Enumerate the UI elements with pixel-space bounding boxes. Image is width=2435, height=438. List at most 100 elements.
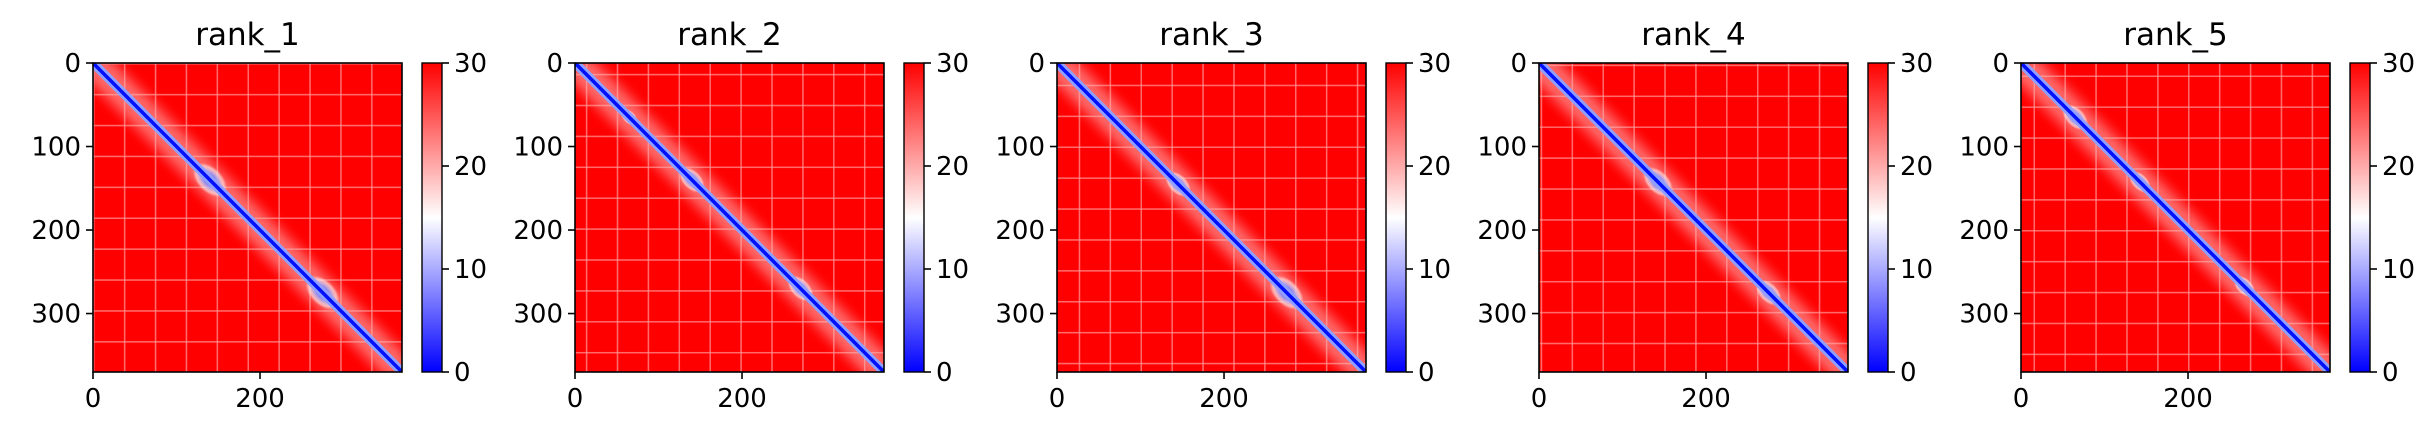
texture-stripe <box>309 63 311 372</box>
texture-stripe <box>1726 63 1728 372</box>
diagonal-line <box>2021 63 2330 372</box>
texture-stripe <box>2021 291 2330 294</box>
panel-title: rank_4 <box>1641 17 1746 53</box>
texture-stripe <box>575 166 884 169</box>
texture-stripe <box>575 73 884 76</box>
colorbar-tick-label: 10 <box>2382 255 2415 285</box>
texture-stripe <box>575 321 884 323</box>
heatmap-content <box>1539 63 1848 372</box>
texture-stripe <box>1539 126 1848 128</box>
texture-stripe <box>802 63 804 372</box>
texture-stripe <box>1539 188 1848 190</box>
texture-stripe <box>1233 63 1235 372</box>
texture-stripe <box>575 104 884 107</box>
texture-stripe <box>1057 146 1366 149</box>
texture-stripe <box>1057 301 1366 303</box>
texture-stripe <box>575 166 884 169</box>
texture-stripe <box>1633 63 1635 372</box>
texture-stripe <box>1057 239 1366 241</box>
texture-stripe <box>2280 63 2283 372</box>
texture-stripe <box>575 351 884 354</box>
heatmap-content <box>2021 63 2330 372</box>
texture-stripe <box>1540 63 1543 372</box>
texture-stripe <box>1787 63 1790 372</box>
texture-stripe <box>1057 331 1366 334</box>
texture-stripe <box>93 155 402 158</box>
texture-stripe <box>647 63 650 372</box>
texture-stripe <box>1057 362 1366 365</box>
texture-stripe <box>1664 63 1666 372</box>
texture-stripe <box>1057 270 1366 272</box>
texture-stripe <box>1057 331 1366 334</box>
texture-stripe <box>2021 322 2330 325</box>
texture-stripe <box>575 73 884 76</box>
texture-stripe <box>1539 157 1848 159</box>
texture-stripe <box>278 63 280 372</box>
texture-stripe <box>2021 353 2330 356</box>
texture-stripe <box>863 63 866 372</box>
texture-stripe <box>93 124 402 127</box>
texture-stripe <box>1539 342 1848 345</box>
texture-stripe <box>575 73 884 76</box>
texture-stripe <box>575 166 884 169</box>
texture-stripe <box>93 186 402 189</box>
texture-stripe <box>309 63 311 372</box>
texture-stripe <box>2033 63 2036 372</box>
texture-stripe <box>2311 63 2314 372</box>
colorbar-tick-label: 10 <box>454 255 487 285</box>
texture-stripe <box>1539 126 1848 128</box>
texture-stripe <box>575 321 884 323</box>
texture-stripe <box>575 351 884 354</box>
texture-stripe <box>1325 63 1328 372</box>
texture-stripe <box>2021 291 2330 294</box>
texture-stripe <box>123 63 126 372</box>
y-tick-label: 100 <box>1477 133 1527 163</box>
texture-stripe <box>1664 63 1666 372</box>
texture-stripe <box>2249 63 2252 372</box>
texture-stripe <box>216 63 219 372</box>
texture-stripe <box>2021 260 2330 263</box>
texture-stripe <box>1818 63 1821 372</box>
texture-stripe <box>1057 115 1366 118</box>
texture-stripe <box>1078 63 1081 372</box>
texture-stripe <box>2021 75 2330 78</box>
texture-stripe <box>1325 63 1328 372</box>
texture-stripe <box>1787 63 1790 372</box>
x-tick-label: 0 <box>567 384 584 414</box>
texture-stripe <box>2021 75 2330 78</box>
texture-stripe <box>371 63 373 372</box>
x-tick-label: 200 <box>1199 384 1249 414</box>
texture-stripe <box>575 351 884 354</box>
y-tick-label: 0 <box>1510 49 1527 79</box>
texture-stripe <box>1539 188 1848 190</box>
colorbar-tick-label: 30 <box>2382 49 2415 79</box>
texture-stripe <box>1295 63 1297 372</box>
texture-stripe <box>93 341 402 343</box>
texture-stripe <box>1057 84 1366 87</box>
texture-stripe <box>1057 239 1366 241</box>
texture-stripe <box>1057 115 1366 118</box>
y-tick-label: 200 <box>31 216 81 246</box>
texture-stripe <box>2021 260 2330 263</box>
texture-stripe <box>2021 353 2330 356</box>
texture-stripe <box>93 279 402 281</box>
y-tick-label: 100 <box>31 133 81 163</box>
texture-stripe <box>1295 63 1297 372</box>
texture-stripe <box>1109 63 1112 372</box>
texture-stripe <box>154 63 157 372</box>
texture-stripe <box>1633 63 1635 372</box>
texture-stripe <box>1539 188 1848 190</box>
texture-stripe <box>1787 63 1790 372</box>
texture-stripe <box>575 135 884 138</box>
y-tick-label: 0 <box>1992 49 2009 79</box>
texture-stripe <box>1540 63 1543 372</box>
texture-stripe <box>1726 63 1728 372</box>
texture-stripe <box>1057 177 1366 179</box>
texture-stripe <box>1602 63 1604 372</box>
texture-stripe <box>2033 63 2036 372</box>
texture-stripe <box>1295 63 1297 372</box>
diagonal-line <box>1057 63 1366 372</box>
texture-stripe <box>2280 63 2283 372</box>
texture-stripe <box>93 341 402 343</box>
y-tick-label: 300 <box>995 300 1045 330</box>
